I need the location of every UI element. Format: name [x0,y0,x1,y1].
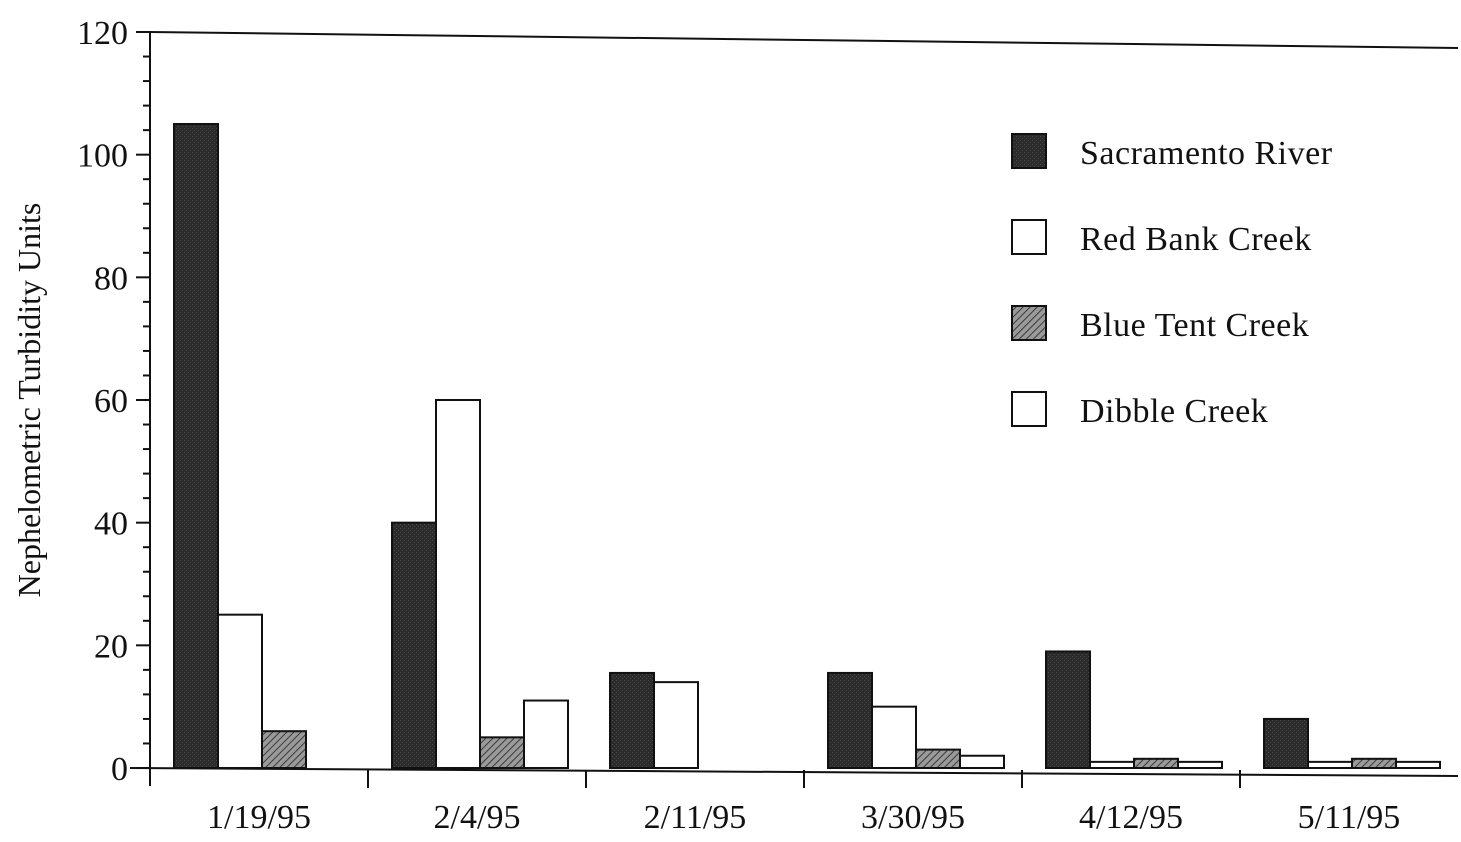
bar-red-bank-creek [653,681,699,770]
bar-blue-tent-creek [261,730,307,770]
y-tick-label: 0 [111,751,128,788]
y-tick-label: 20 [94,628,128,665]
bar-red-bank-creek [1307,760,1353,769]
chart-legend: Sacramento River Red Bank Creek Blue Tent … [1011,133,1333,430]
bar-sacramento-river [1045,650,1091,770]
legend-swatch [1011,133,1047,169]
bar-dibble-creek [959,754,1005,770]
bar-blue-tent-creek [1351,757,1397,769]
legend-swatch [1011,305,1047,341]
y-tick-label: 100 [77,138,128,175]
x-tick-label: 2/4/95 [434,799,521,836]
legend-label: Red Bank Creek [1080,221,1312,258]
x-tick-label: 4/12/95 [1079,799,1183,836]
x-tick-label: 1/19/95 [207,799,311,836]
chart-bars [173,123,1441,770]
bar-dibble-creek [1177,760,1223,769]
y-axis-label: Nephelometric Turbidity Units [11,203,47,598]
y-tick-label: 120 [77,15,128,52]
x-tick-label: 5/11/95 [1298,799,1401,836]
legend-swatch [1011,219,1047,255]
bar-red-bank-creek [1089,760,1135,769]
legend-label: Blue Tent Creek [1080,307,1309,344]
y-tick-label: 40 [94,506,128,543]
x-tick-label: 3/30/95 [861,799,965,836]
bar-red-bank-creek [217,613,263,770]
bar-sacramento-river [827,671,873,770]
x-axis-line [129,767,1459,777]
y-tick-label: 80 [94,260,128,297]
plot-top-border [149,31,1459,49]
y-tick-label: 60 [94,383,128,420]
bar-sacramento-river [1263,717,1309,770]
bar-blue-tent-creek [915,748,961,769]
legend-label: Dibble Creek [1080,393,1268,430]
chart-axes: 0 20 40 60 80 100 120 1/19/95 2/4/95 2/11/95 3/30/… [77,15,1459,836]
bar-red-bank-creek [435,399,481,769]
bar-blue-tent-creek [479,736,525,769]
bar-sacramento-river [391,521,437,770]
bar-red-bank-creek [871,705,917,770]
bar-dibble-creek [1395,760,1441,769]
x-tick-label: 2/11/95 [644,799,747,836]
bar-dibble-creek [523,699,569,769]
bar-blue-tent-creek [1133,757,1179,769]
bar-sacramento-river [609,671,655,770]
legend-swatch [1011,391,1047,427]
legend-label: Sacramento River [1080,135,1333,172]
bar-sacramento-river [173,123,219,769]
